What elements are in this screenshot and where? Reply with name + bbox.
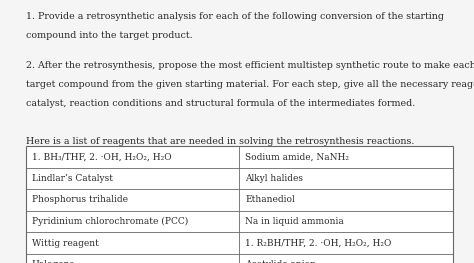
Text: Wittig reagent: Wittig reagent — [32, 239, 99, 247]
Text: Here is a list of reagents that are needed in solving the retrosynthesis reactio: Here is a list of reagents that are need… — [26, 137, 414, 146]
Text: compound into the target product.: compound into the target product. — [26, 31, 193, 40]
Text: Acetylide anion: Acetylide anion — [245, 260, 316, 263]
Text: 1. Provide a retrosynthetic analysis for each of the following conversion of the: 1. Provide a retrosynthetic analysis for… — [26, 12, 444, 21]
Text: Pyridinium chlorochromate (PCC): Pyridinium chlorochromate (PCC) — [32, 217, 188, 226]
Text: 1. R₂BH/THF, 2. ·OH, H₂O₂, H₂O: 1. R₂BH/THF, 2. ·OH, H₂O₂, H₂O — [245, 239, 392, 247]
Text: Phosphorus trihalide: Phosphorus trihalide — [32, 195, 128, 204]
Text: Alkyl halides: Alkyl halides — [245, 174, 303, 183]
Text: Lindlar’s Catalyst: Lindlar’s Catalyst — [32, 174, 113, 183]
Text: catalyst, reaction conditions and structural formula of the intermediates formed: catalyst, reaction conditions and struct… — [26, 99, 415, 108]
Text: 2. After the retrosynthesis, propose the most efficient multistep synthetic rout: 2. After the retrosynthesis, propose the… — [26, 61, 474, 70]
Text: Na in liquid ammonia: Na in liquid ammonia — [245, 217, 344, 226]
Text: Halogens: Halogens — [32, 260, 75, 263]
Text: 1. BH₃/THF, 2. ·OH, H₂O₂, H₂O: 1. BH₃/THF, 2. ·OH, H₂O₂, H₂O — [32, 152, 172, 161]
Text: target compound from the given starting material. For each step, give all the ne: target compound from the given starting … — [26, 80, 474, 89]
Text: Sodium amide, NaNH₂: Sodium amide, NaNH₂ — [245, 152, 349, 161]
Bar — [26, 146, 453, 263]
Text: Ethanediol: Ethanediol — [245, 195, 295, 204]
